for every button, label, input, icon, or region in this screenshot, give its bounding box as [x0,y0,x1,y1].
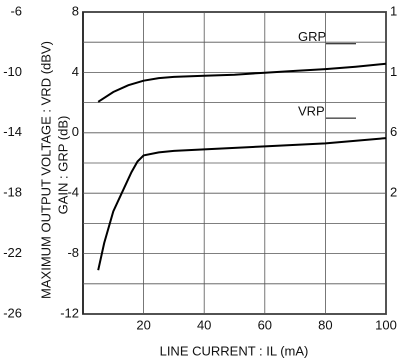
x-tick-label: 100 [375,317,397,332]
x-tick-label: 60 [258,317,272,332]
right-axis-label: 2 [390,185,397,200]
y2-tick-label: -10 [3,64,22,79]
series-label: VRP [298,104,325,119]
right-axis-label: 1 [390,64,397,79]
right-axis-label: 1 [390,3,397,18]
series-label: GRP [298,29,326,44]
y-axis-title: GAIN : GRP (dB) [55,116,70,215]
x-tick-label: 80 [318,317,332,332]
y2-tick-label: -14 [3,124,22,139]
series-line [97,137,387,271]
y2-tick-label: -18 [3,185,22,200]
y-tick-label: 8 [72,3,79,18]
y-tick-label: -8 [67,245,79,260]
y-tick-label: 4 [72,64,79,79]
y2-axis-title: MAXIMUM OUTPUT VOLTAGE : VRD (dBV) [38,41,53,299]
y-tick-label: 0 [72,124,79,139]
series-line [97,62,387,103]
x-tick-label: 40 [197,317,211,332]
y2-tick-label: -22 [3,245,22,260]
x-tick-label: 20 [136,317,150,332]
y2-tick-label: -6 [10,3,22,18]
y-tick-label: -12 [60,305,79,320]
x-axis-title: LINE CURRENT : IL (mA) [160,343,309,358]
y2-tick-label: -26 [3,305,22,320]
right-axis-label: 6 [390,124,397,139]
y-tick-label: -4 [67,185,79,200]
